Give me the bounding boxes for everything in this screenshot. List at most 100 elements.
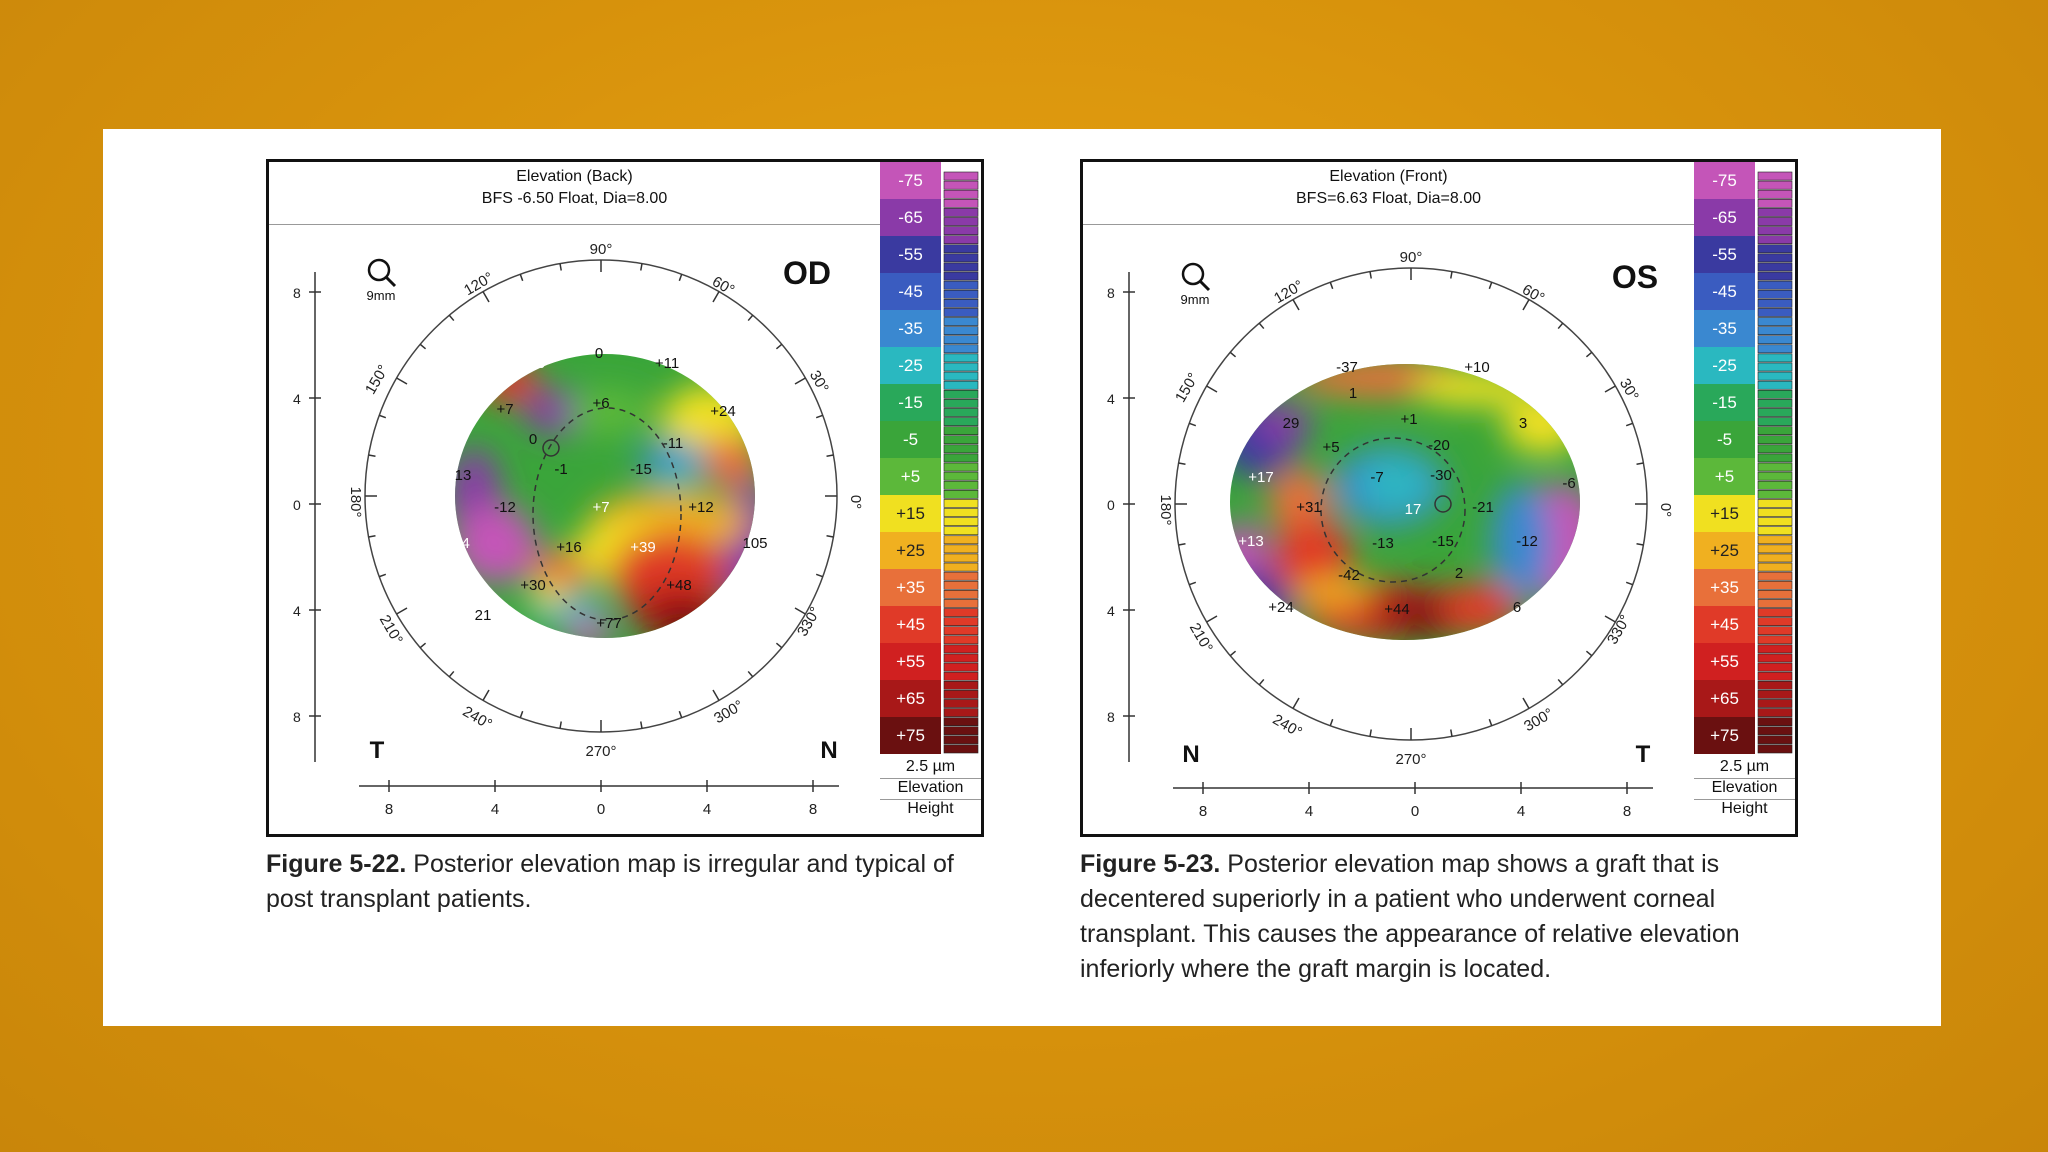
angle-label-240: 240° [1270,711,1305,741]
scale-stripes [943,171,979,754]
map-value: +5 [1322,439,1339,456]
map-value: -54 [448,535,470,552]
map-value: +24 [1268,599,1293,616]
map-value: +52 [1332,641,1357,658]
angle-label-210: 210° [376,612,406,647]
scale-stripe [943,344,979,354]
map-value: 105 [742,535,767,552]
scale-stripe [1757,335,1793,345]
ring-tick [1450,271,1453,279]
scale-caption-line1: Elevation [1694,778,1795,797]
scale-cell: +55 [1694,643,1755,680]
ring-tick [1522,697,1530,709]
scale-stripe [1757,499,1793,508]
ring-tick [1206,385,1218,393]
ring-tick [368,454,376,457]
scale-stripe [943,198,979,208]
angle-label-270: 270° [585,743,616,760]
scale-stripe [1757,453,1793,463]
orientation-left: T [370,737,385,764]
scale-cell: -35 [1694,310,1755,347]
v-tick-label: 8 [1107,285,1115,301]
v-tick-label: 4 [293,391,301,407]
scale-stripe [943,544,979,554]
scale-stripe [943,335,979,345]
magnifier-icon[interactable] [1181,262,1211,292]
scale-stripe [1757,526,1793,536]
map-value: -6 [1562,475,1575,492]
angle-label-180: 180° [1157,494,1174,525]
ring-tick [1178,543,1186,546]
scale-cell: +75 [1694,717,1755,754]
scale-stripe [1757,326,1793,335]
scale-stripe [943,208,979,217]
angle-label-150: 150° [362,362,392,397]
scale-stripe [1757,462,1793,472]
scale-cell: +15 [880,495,941,532]
ring-tick [378,414,387,419]
ring-tick [678,273,683,282]
color-scale: -75 -65 -55 -45 -35 -25 -15 -5 +5 +15 +25 +35 +45 +55… [880,162,981,834]
ring-tick [1557,678,1564,686]
ring-tick [1636,543,1644,546]
scale-stripe [943,180,979,190]
scale-stripe [943,508,979,517]
ring-tick [640,263,643,271]
scale-stripe [1757,544,1793,554]
v-tick-label: 4 [1107,603,1115,619]
scale-stripe [1757,444,1793,454]
map-value: 29 [1283,415,1300,432]
scale-stripe [1757,690,1793,699]
map-value: +6 [592,395,609,412]
scale-cell: +15 [1694,495,1755,532]
map-value: -15 [630,461,652,478]
v-tick-label: 0 [1107,497,1115,513]
angle-label-60: 60° [1519,281,1547,307]
map-value: -20 [1428,437,1450,454]
ring-tick [559,721,562,729]
figure-caption: Figure 5-22. Posterior elevation map is … [266,847,984,917]
ring-tick [1206,615,1218,623]
v-tick-label: 8 [293,285,301,301]
ring-tick [775,343,783,350]
ring-tick [1292,299,1300,311]
scale-stripe [1757,226,1793,235]
panel-subtitle: BFS=6.63 Float, Dia=8.00 [1296,190,1481,207]
map-value: +85 [684,639,709,656]
scale-stripe [1757,590,1793,599]
ring-tick [1258,322,1265,330]
map-value: +12 [688,499,713,516]
scale-caption-line2: Height [880,799,981,818]
scale-stripe [943,217,979,226]
scale-stripe [1757,662,1793,672]
scale-stripe [943,499,979,508]
map-value: +17 [1248,469,1273,486]
angle-label-30: 30° [806,368,832,396]
panel-subtitle: BFS -6.50 Float, Dia=8.00 [481,190,668,207]
scale-stripe [943,417,979,426]
panel-title: Elevation (Back) [516,168,633,185]
ring-tick [396,607,408,615]
scale-cell: -55 [1694,236,1755,273]
magnifier-icon[interactable] [367,258,397,288]
ring-tick [747,670,754,678]
panel-header: Elevation (Front) BFS=6.63 Float, Dia=8.… [1083,162,1694,225]
scale-stripe [943,590,979,599]
map-value: 13 [455,467,472,484]
v-tick-label: 8 [1107,709,1115,725]
scale-stripe [1757,189,1793,199]
scale-cell: +5 [880,458,941,495]
vertical-axis [309,272,321,762]
ring-tick [775,642,783,649]
ring-tick [419,343,427,350]
map-value: -7 [1370,469,1383,486]
ring-tick [794,607,806,615]
scale-cell: -45 [1694,273,1755,310]
v-tick-label: 8 [293,709,301,725]
scale-stripe [1757,180,1793,190]
color-elevation-surface [455,354,755,638]
ring-tick [1585,650,1593,657]
scale-stripe [943,235,979,245]
scale-caption-line1: Elevation [880,778,981,797]
ring-tick [1369,271,1372,279]
